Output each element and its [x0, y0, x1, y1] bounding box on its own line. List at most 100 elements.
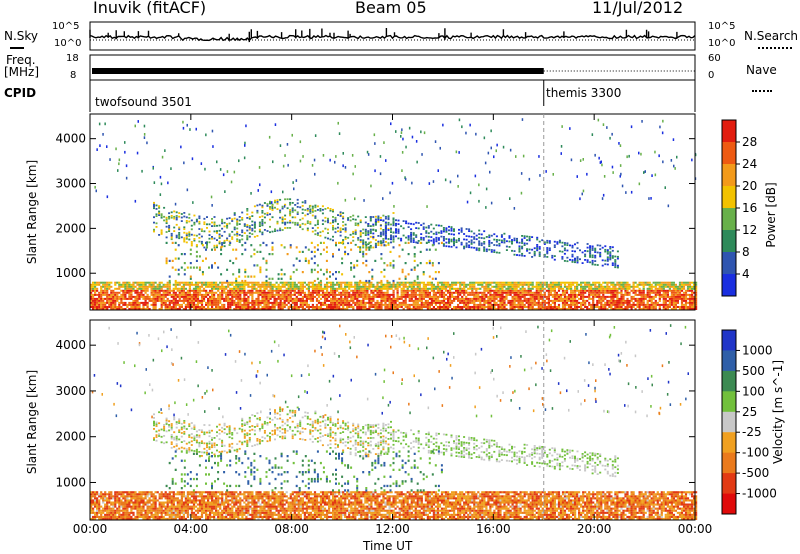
- scatter-cell: [289, 281, 292, 284]
- scatter-cell: [178, 281, 181, 284]
- scatter-cell: [356, 299, 359, 302]
- scatter-cell: [453, 308, 456, 310]
- scatter-cell: [211, 129, 214, 133]
- scatter-cell: [332, 228, 334, 231]
- scatter-cell: [162, 289, 165, 292]
- scatter-cell: [563, 289, 567, 292]
- scatter-cell: [432, 285, 435, 288]
- scatter-cell: [213, 295, 216, 298]
- scatter-cell: [233, 299, 236, 302]
- scatter-cell: [582, 289, 585, 292]
- scatter-cell: [136, 291, 139, 294]
- scatter-cell: [203, 230, 206, 233]
- scatter-cell: [437, 224, 440, 227]
- scatter-cell: [392, 221, 395, 223]
- scatter-cell: [372, 225, 375, 227]
- scatter-cell: [576, 241, 579, 244]
- scatter-cell: [196, 293, 200, 296]
- scatter-cell: [656, 301, 659, 304]
- scatter-cell: [309, 299, 312, 302]
- scatter-cell: [378, 291, 381, 294]
- scatter-cell: [315, 283, 319, 286]
- scatter-cell: [694, 153, 697, 157]
- scatter-cell: [541, 281, 544, 284]
- scatter-cell: [319, 308, 323, 310]
- scatter-cell: [277, 301, 280, 304]
- scatter-cell: [231, 297, 234, 300]
- scatter-cell: [354, 218, 357, 221]
- scatter-cell: [198, 289, 202, 292]
- scatter-cell: [491, 293, 494, 296]
- scatter-cell: [626, 306, 629, 308]
- scatter-cell: [465, 283, 468, 286]
- scatter-cell: [301, 222, 304, 225]
- scatter-cell: [606, 251, 609, 253]
- scatter-cell: [380, 271, 383, 274]
- scatter-cell: [396, 285, 399, 288]
- scatter-cell: [370, 291, 373, 294]
- scatter-cell: [404, 285, 407, 288]
- scatter-cell: [453, 299, 456, 302]
- scatter-cell: [180, 281, 183, 284]
- scatter-cell: [561, 303, 565, 306]
- scatter-cell: [246, 236, 249, 239]
- scatter-cell: [551, 254, 554, 257]
- scatter-cell: [474, 174, 477, 178]
- scatter-cell: [656, 283, 659, 286]
- scatter-cell: [672, 297, 675, 300]
- scatter-cell: [691, 308, 694, 310]
- scatter-cell: [377, 217, 380, 219]
- scatter-cell: [285, 295, 288, 298]
- scatter-cell: [108, 287, 111, 290]
- scatter-cell: [598, 281, 601, 284]
- scatter-cell: [384, 234, 387, 236]
- scatter-cell: [501, 293, 504, 296]
- scatter-cell: [313, 289, 317, 292]
- scatter-cell: [225, 293, 228, 296]
- scatter-cell: [275, 287, 278, 290]
- scatter-cell: [392, 231, 395, 234]
- scatter-cell: [330, 293, 333, 296]
- scatter-cell: [180, 253, 183, 256]
- scatter-cell: [358, 283, 361, 286]
- scatter-cell: [479, 283, 482, 286]
- scatter-cell: [521, 254, 524, 257]
- scatter-cell: [369, 219, 372, 222]
- scatter-cell: [146, 301, 149, 304]
- scatter-cell: [523, 293, 526, 296]
- scatter-cell: [588, 285, 591, 288]
- scatter-cell: [582, 281, 585, 284]
- scatter-cell: [660, 293, 663, 296]
- scatter-cell: [636, 297, 639, 300]
- scatter-cell: [241, 217, 244, 219]
- scatter-cell: [334, 306, 337, 308]
- scatter-cell: [666, 285, 669, 288]
- scatter-cell: [488, 236, 491, 239]
- scatter-cell: [611, 255, 614, 257]
- scatter-cell: [620, 306, 623, 308]
- scatter-cell: [557, 285, 561, 288]
- scatter-cell: [576, 287, 579, 290]
- scatter-cell: [666, 289, 669, 292]
- scatter-cell: [313, 255, 316, 258]
- scatter-cell: [398, 283, 401, 286]
- scatter-cell: [553, 255, 556, 257]
- scatter-cell: [626, 299, 629, 302]
- scatter-cell: [432, 289, 435, 292]
- scatter-cell: [503, 306, 506, 308]
- scatter-cell: [400, 135, 402, 138]
- scatter-cell: [695, 293, 698, 296]
- scatter-cell: [521, 295, 524, 298]
- scatter-cell: [428, 248, 431, 251]
- scatter-cell: [664, 285, 667, 288]
- scatter-cell: [332, 295, 335, 298]
- scatter-cell: [535, 291, 538, 294]
- scatter-cell: [644, 303, 647, 306]
- scatter-cell: [387, 217, 390, 219]
- scatter-cell: [352, 308, 355, 310]
- scatter-cell: [460, 227, 463, 230]
- scatter-cell: [323, 299, 327, 302]
- scatter-cell: [614, 293, 617, 296]
- scatter-cell: [364, 285, 367, 288]
- scatter-cell: [325, 246, 328, 249]
